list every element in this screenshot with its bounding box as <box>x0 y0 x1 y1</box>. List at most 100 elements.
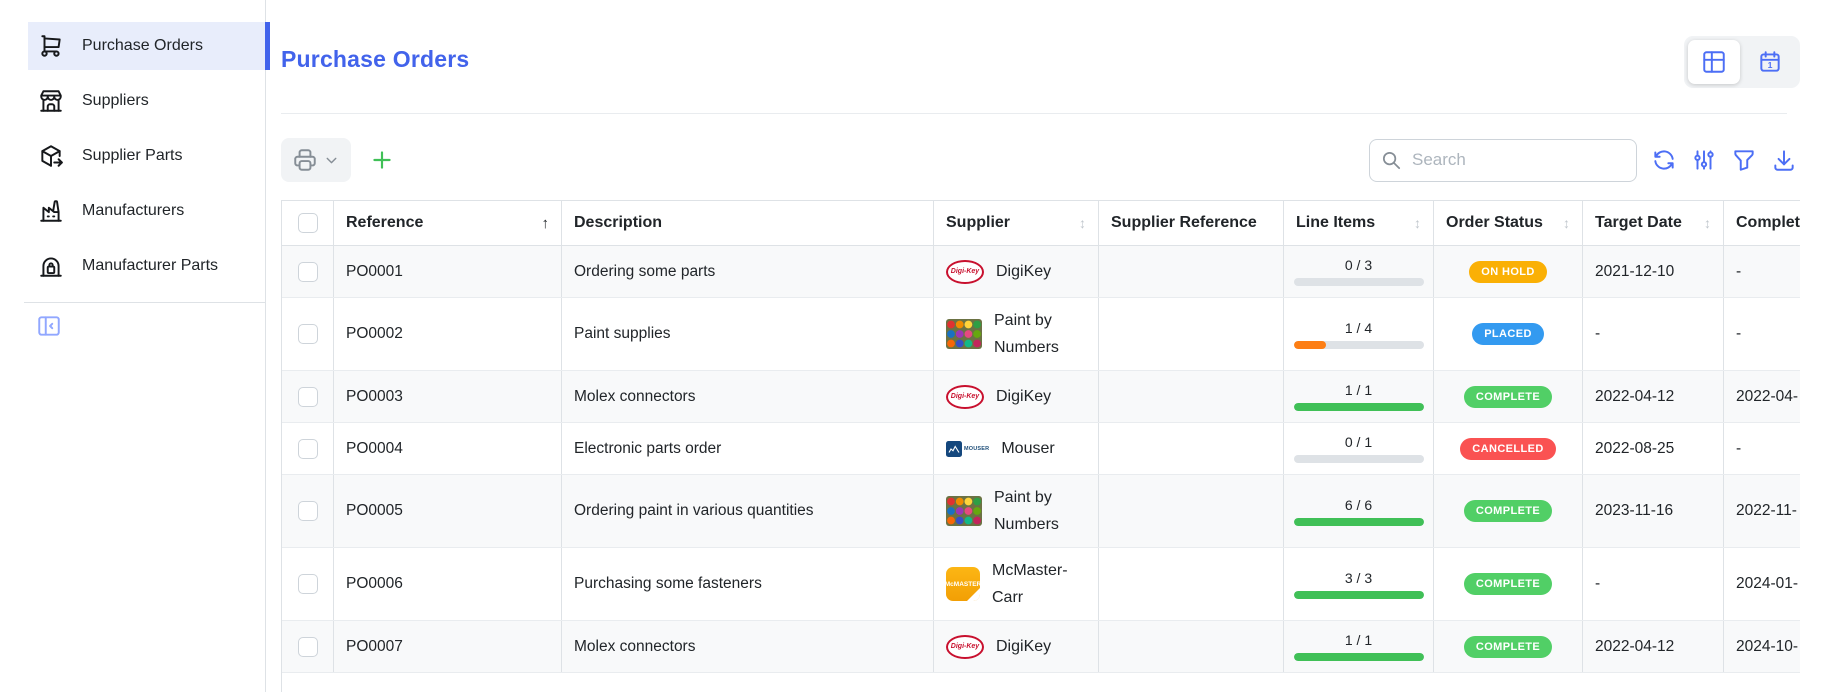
table-row[interactable]: PO0002 Paint supplies Paint by Numbers 1… <box>282 298 1800 371</box>
cell-description: Paint supplies <box>562 298 934 370</box>
calendar-icon: 1 <box>1757 49 1783 75</box>
supplier-name: DigiKey <box>996 638 1052 655</box>
select-all-checkbox[interactable] <box>297 213 318 233</box>
print-actions-button[interactable] <box>281 138 351 182</box>
status-badge: ON HOLD <box>1469 260 1547 283</box>
sort-asc-icon: ↑ <box>541 214 550 232</box>
cell-supplier-reference <box>1099 298 1284 370</box>
cell-target-date: 2022-04-12 <box>1583 621 1724 672</box>
status-badge: CANCELLED <box>1460 437 1556 460</box>
table-row[interactable]: PO0001 Ordering some parts Digi-Key Digi… <box>282 246 1800 298</box>
supplier-logo: McMASTER <box>946 567 980 601</box>
column-header-reference[interactable]: Reference ↑ <box>334 201 562 245</box>
cell-completion-date: 2022-11- <box>1724 475 1800 547</box>
line-items-count: 3 / 3 <box>1344 569 1373 586</box>
cell-target-date: 2022-08-25 <box>1583 423 1724 474</box>
row-checkbox[interactable] <box>297 636 318 657</box>
cell-reference: PO0005 <box>334 475 562 547</box>
column-header-target-date[interactable]: Target Date ↕ <box>1583 201 1724 245</box>
cell-select <box>282 548 334 620</box>
package-export-icon <box>38 143 64 169</box>
cell-line-items: 1 / 1 <box>1284 371 1434 422</box>
cell-supplier-reference <box>1099 423 1284 474</box>
cell-select <box>282 621 334 672</box>
line-items-count: 0 / 3 <box>1344 257 1373 273</box>
sidebar-item-purchase-orders[interactable]: Purchase Orders <box>28 22 270 70</box>
table-row[interactable]: PO0003 Molex connectors Digi-Key DigiKey… <box>282 371 1800 423</box>
sort-icon: ↕ <box>1563 215 1570 231</box>
sidebar-item-manufacturers[interactable]: Manufacturers <box>28 187 265 235</box>
cell-line-items: 1 / 4 <box>1284 298 1434 370</box>
column-header-completion-date: Completion Date <box>1724 201 1800 245</box>
page-title: Purchase Orders <box>281 46 470 72</box>
download-icon <box>1774 150 1794 171</box>
line-items-count: 0 / 1 <box>1344 434 1373 450</box>
cell-description: Electronic parts order <box>562 423 934 474</box>
search-icon <box>1382 151 1401 169</box>
adjustments-icon <box>1694 150 1714 170</box>
refresh-button[interactable] <box>1651 147 1677 173</box>
cell-description: Purchasing some fasteners <box>562 548 934 620</box>
cell-supplier: Paint by Numbers <box>934 475 1099 547</box>
cell-order-status: COMPLETE <box>1434 371 1583 422</box>
line-items-count: 1 / 4 <box>1344 319 1373 336</box>
column-header-supplier[interactable]: Supplier ↕ <box>934 201 1099 245</box>
supplier-logo: Digi-Key <box>946 259 984 284</box>
cell-select <box>282 475 334 547</box>
add-order-button[interactable] <box>369 147 395 173</box>
refresh-icon <box>1654 150 1674 170</box>
cell-select <box>282 423 334 474</box>
sidebar: Purchase Orders Suppliers Supplier Parts… <box>0 0 270 692</box>
storefront-icon <box>38 88 64 114</box>
cell-supplier-reference <box>1099 475 1284 547</box>
sidebar-collapse-icon[interactable] <box>36 313 62 339</box>
cell-order-status: ON HOLD <box>1434 246 1583 297</box>
download-button[interactable] <box>1771 147 1797 173</box>
calendar-view-button[interactable]: 1 <box>1744 40 1796 84</box>
cell-target-date: - <box>1583 548 1724 620</box>
warehouse-lock-icon <box>38 253 64 279</box>
row-checkbox[interactable] <box>297 574 318 594</box>
cell-line-items: 1 / 1 <box>1284 621 1434 672</box>
status-badge: PLACED <box>1472 323 1544 345</box>
row-checkbox[interactable] <box>297 324 318 344</box>
table-row[interactable]: PO0005 Ordering paint in various quantit… <box>282 475 1800 548</box>
cell-description: Ordering paint in various quantities <box>562 475 934 547</box>
sort-icon: ↕ <box>1079 215 1086 231</box>
search-input[interactable] <box>1412 150 1633 170</box>
status-badge: COMPLETE <box>1463 385 1553 408</box>
table-view-button[interactable] <box>1688 40 1740 84</box>
table-row[interactable]: PO0004 Electronic parts order MOUSER Mou… <box>282 423 1800 475</box>
filter-button[interactable] <box>1731 147 1757 173</box>
sidebar-item-supplier-parts[interactable]: Supplier Parts <box>28 132 265 180</box>
cell-order-status: COMPLETE <box>1434 548 1583 620</box>
table-body: PO0001 Ordering some parts Digi-Key Digi… <box>282 246 1800 673</box>
column-settings-button[interactable] <box>1691 147 1717 173</box>
sidebar-item-manufacturer-parts[interactable]: Manufacturer Parts <box>28 242 265 290</box>
cell-target-date: 2021-12-10 <box>1583 246 1724 297</box>
table-row[interactable]: PO0007 Molex connectors Digi-Key DigiKey… <box>282 621 1800 673</box>
line-items-progressbar <box>1293 653 1424 661</box>
column-header-line-items[interactable]: Line Items ↕ <box>1284 201 1434 245</box>
sort-icon: ↕ <box>1704 215 1711 231</box>
sidebar-item-label: Manufacturer Parts <box>82 257 219 274</box>
row-checkbox[interactable] <box>297 261 318 282</box>
supplier-name: Paint by Numbers <box>994 312 1059 356</box>
search-box <box>1369 138 1637 182</box>
cell-supplier-reference <box>1099 371 1284 422</box>
cell-supplier: Digi-Key DigiKey <box>934 621 1099 672</box>
row-checkbox[interactable] <box>297 386 318 407</box>
supplier-name: McMaster-Carr <box>992 562 1068 606</box>
supplier-name: Mouser <box>1001 440 1055 457</box>
main-content: Purchase Orders 1 <box>267 0 1831 692</box>
column-header-order-status[interactable]: Order Status ↕ <box>1434 201 1583 245</box>
cell-target-date: 2022-04-12 <box>1583 371 1724 422</box>
table-row[interactable]: PO0006 Purchasing some fasteners McMASTE… <box>282 548 1800 621</box>
cell-order-status: COMPLETE <box>1434 475 1583 547</box>
row-checkbox[interactable] <box>297 501 318 521</box>
sidebar-item-suppliers[interactable]: Suppliers <box>28 77 265 125</box>
cell-line-items: 3 / 3 <box>1284 548 1434 620</box>
line-items-count: 1 / 1 <box>1344 632 1373 648</box>
row-checkbox[interactable] <box>297 438 318 459</box>
cell-supplier-reference <box>1099 548 1284 620</box>
